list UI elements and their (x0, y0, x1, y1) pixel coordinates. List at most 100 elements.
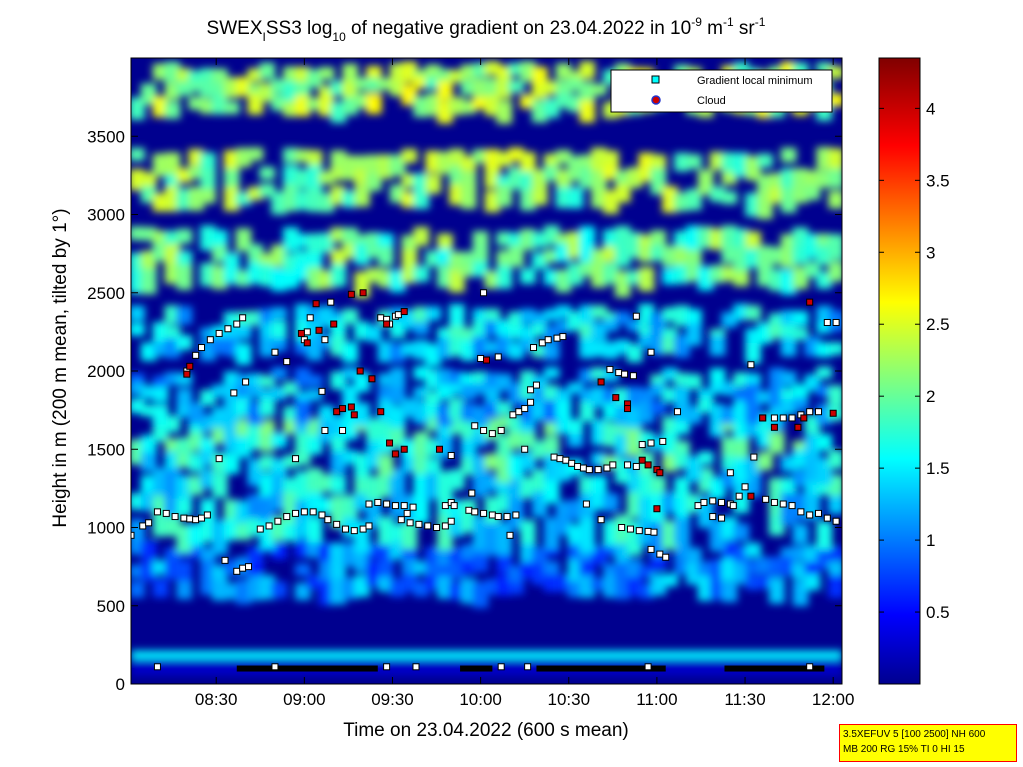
minimum-marker (618, 524, 626, 531)
minimum-marker (321, 336, 329, 344)
colorbar-tick-label: 3 (926, 243, 935, 262)
heat-cell (164, 101, 181, 119)
heat-cell (223, 452, 240, 474)
minimum-marker (506, 531, 514, 539)
heat-cell (271, 320, 288, 341)
minimum-marker (321, 426, 329, 434)
minimum-marker (450, 502, 458, 510)
minimum-marker (626, 525, 634, 533)
heat-cell (768, 406, 785, 419)
x-tick-label: 10:00 (459, 690, 502, 709)
heat-cell (543, 309, 560, 321)
minimum-marker (814, 408, 822, 416)
heat-cell (828, 234, 842, 261)
heat-cell (176, 498, 193, 517)
heat-cell (448, 383, 465, 395)
x-tick-label: 10:30 (547, 690, 590, 709)
heat-cell (131, 305, 145, 322)
minimum-marker (553, 334, 561, 342)
cloud-marker (435, 445, 443, 453)
y-tick-label: 1000 (87, 519, 125, 538)
heat-cell (745, 305, 762, 321)
cloud-marker (644, 461, 652, 469)
x-tick-label: 12:00 (812, 690, 855, 709)
minimum-marker (615, 369, 623, 377)
heat-cell (413, 265, 430, 282)
minimum-marker (556, 455, 564, 463)
heat-cell (259, 399, 276, 417)
heat-cell (614, 184, 631, 203)
minimum-marker (339, 426, 347, 434)
minimum-marker (832, 517, 840, 525)
heat-cell (413, 226, 430, 246)
heat-cell (757, 451, 773, 471)
heat-cell (792, 310, 809, 326)
heat-cell (733, 62, 750, 75)
x-axis-label: Time on 23.04.2022 (600 s mean) (343, 720, 629, 741)
heat-cell (816, 366, 833, 379)
heat-cell (472, 97, 489, 110)
heat-cell (271, 581, 288, 599)
heat-cell (804, 574, 821, 591)
heat-cell (721, 191, 738, 205)
ground-minimum-block (236, 665, 378, 672)
cloud-marker (312, 300, 320, 308)
heat-cell (638, 266, 655, 292)
heat-cell (235, 343, 252, 366)
minimum-marker (515, 408, 523, 416)
minimum-marker (198, 344, 206, 352)
heat-cell (259, 62, 276, 80)
heat-cell (603, 150, 619, 168)
heat-cell (425, 306, 442, 321)
minimum-marker (300, 508, 308, 516)
cloud-marker (624, 405, 632, 413)
minimum-marker (465, 506, 473, 514)
minimum-marker (659, 437, 667, 445)
heat-cell (413, 386, 430, 399)
x-tick-label: 11:00 (636, 690, 677, 709)
cloud-marker (368, 375, 376, 383)
info-line-2: MB 200 RG 15% TI 0 HI 15 (843, 744, 965, 755)
minimum-marker (198, 514, 206, 522)
minimum-marker (574, 462, 582, 470)
minimum-marker (603, 464, 611, 472)
ground-minimum-block (536, 665, 666, 672)
colorbar-tick-label: 4 (926, 99, 935, 118)
minimum-marker (350, 527, 358, 535)
minimum-marker (256, 525, 264, 533)
minimum-marker (779, 414, 787, 422)
minimum-marker (221, 556, 229, 564)
cloud-marker (638, 456, 646, 464)
minimum-marker (391, 502, 399, 510)
x-tick-label: 09:30 (371, 690, 414, 709)
minimum-marker (632, 312, 640, 320)
heat-cell (531, 189, 548, 206)
heat-cell (188, 402, 205, 425)
heat-cell (200, 168, 216, 195)
cloud-marker (183, 370, 191, 378)
heat-cell (745, 542, 762, 557)
heat-cell (508, 245, 525, 267)
heat-cell (816, 62, 833, 74)
heat-cell (306, 516, 323, 543)
x-tick-label: 08:30 (195, 690, 238, 709)
minimum-marker (477, 354, 485, 362)
minimum-marker (568, 459, 576, 467)
heat-cell (176, 335, 193, 350)
minimum-marker (832, 318, 840, 326)
minimum-marker (365, 500, 373, 508)
minimum-marker (333, 520, 341, 528)
minimum-marker (171, 513, 179, 521)
minimum-marker (488, 430, 496, 438)
heat-cell (662, 573, 679, 587)
minimum-marker (538, 339, 546, 347)
heat-cell (131, 323, 145, 336)
cloud-marker (350, 411, 358, 419)
heat-cell (567, 434, 584, 448)
legend-cloud-label: Cloud (697, 95, 726, 107)
minimum-marker (512, 511, 520, 519)
minimum-marker (729, 502, 737, 510)
cloud-marker (759, 414, 767, 422)
cloud-marker (303, 339, 311, 347)
